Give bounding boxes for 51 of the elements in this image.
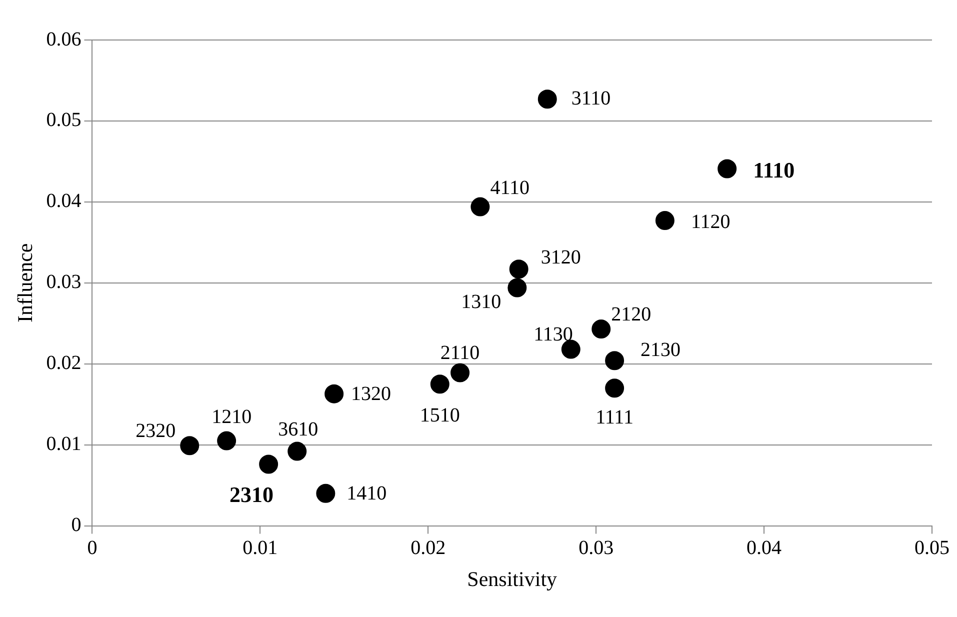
annotation: 1410 xyxy=(346,482,387,505)
annotation: 3110 xyxy=(571,87,611,110)
y-tick-label: 0.04 xyxy=(46,190,82,212)
point xyxy=(259,454,278,474)
y-tick-label: 0.02 xyxy=(46,352,82,374)
point xyxy=(180,436,200,456)
annotation: 1110 xyxy=(753,157,795,182)
annotation: 3610 xyxy=(278,418,318,441)
annotation: 1310 xyxy=(461,291,502,314)
y-tick-label: 0.05 xyxy=(46,109,82,132)
annotation: 1111 xyxy=(596,406,634,428)
annotation: 1510 xyxy=(420,404,460,426)
y-tick-label: 0.06 xyxy=(46,28,82,50)
point xyxy=(605,378,624,398)
x-tick-label: 0.04 xyxy=(746,537,782,560)
y-tick-label: 0.03 xyxy=(46,271,82,294)
annotation: 1210 xyxy=(212,406,252,428)
point xyxy=(509,260,528,279)
point xyxy=(592,320,611,339)
point xyxy=(450,363,470,382)
point xyxy=(718,159,737,178)
annotation: 3120 xyxy=(540,246,581,268)
annotation: 4110 xyxy=(490,177,530,200)
annotation: 2130 xyxy=(640,338,681,361)
x-tick-label: 0 xyxy=(87,537,98,560)
point xyxy=(324,384,344,404)
point xyxy=(430,374,450,394)
point xyxy=(316,484,336,503)
point xyxy=(655,211,674,230)
y-axis-title: Influence xyxy=(13,243,38,323)
annotation: 1320 xyxy=(351,383,392,406)
point xyxy=(470,197,490,216)
x-tick-label: 0.01 xyxy=(242,537,278,560)
y-tick-label: 0 xyxy=(71,514,82,536)
point xyxy=(508,278,527,298)
point xyxy=(561,340,580,359)
annotation: 1130 xyxy=(534,324,573,346)
x-tick-label: 0.02 xyxy=(410,537,446,560)
x-tick-label: 0.03 xyxy=(578,537,614,560)
annotation: 2320 xyxy=(136,420,176,442)
point xyxy=(605,351,624,370)
annotation: 2310 xyxy=(230,482,274,507)
y-tick-label: 0.01 xyxy=(46,433,82,456)
x-axis-title: Sensitivity xyxy=(467,566,558,591)
annotation: 2110 xyxy=(440,342,480,364)
point xyxy=(288,442,307,461)
point xyxy=(217,431,236,450)
annotation: 2120 xyxy=(611,303,652,326)
annotation: 1120 xyxy=(690,210,730,233)
point xyxy=(538,90,557,109)
x-tick-label: 0.05 xyxy=(914,537,950,560)
